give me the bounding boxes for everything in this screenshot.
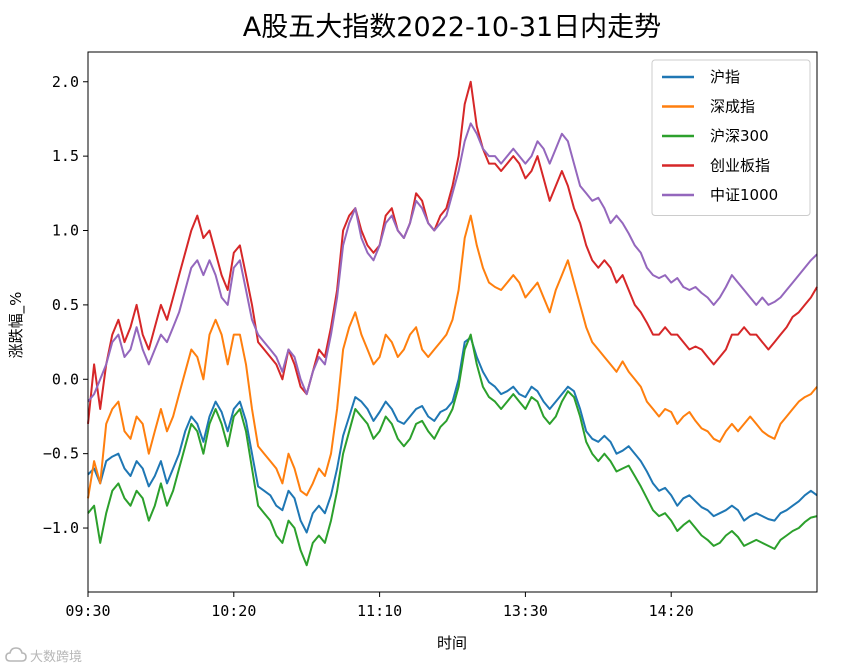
x-axis: 09:30 10:20 11:10 13:30 14:20 <box>65 592 694 620</box>
legend-entry: 创业板指 <box>710 157 770 175</box>
y-tick-label: −0.5 <box>43 445 79 463</box>
x-tick-label: 10:20 <box>211 602 256 620</box>
y-tick-label: 0.0 <box>52 370 79 388</box>
x-tick-label: 13:30 <box>503 602 548 620</box>
legend-entry: 中证1000 <box>710 186 778 204</box>
watermark: 大数跨境 <box>5 647 82 665</box>
y-axis-label: 涨跌幅_% <box>7 292 26 359</box>
series-line-2 <box>87 214 818 499</box>
y-tick-label: 1.5 <box>52 147 79 165</box>
plot-frame <box>87 51 818 593</box>
y-tick-label: −1.0 <box>43 519 79 537</box>
legend-entry: 沪深300 <box>710 127 769 145</box>
x-tick-label: 09:30 <box>65 602 110 620</box>
watermark-text: 大数跨境 <box>30 650 82 665</box>
series-line-3 <box>87 333 818 567</box>
chart-title: A股五大指数2022-10-31日内走势 <box>243 12 661 43</box>
x-tick-label: 11:10 <box>357 602 402 620</box>
y-tick-label: 2.0 <box>52 73 79 91</box>
x-tick-label: 14:20 <box>649 602 694 620</box>
series-line-4 <box>87 80 818 425</box>
cloud-logo-icon <box>5 647 27 662</box>
y-tick-label: 0.5 <box>52 296 79 314</box>
x-axis-label: 时间 <box>437 634 467 652</box>
legend-entry: 深成指 <box>710 98 755 116</box>
y-tick-label: 1.0 <box>52 222 79 240</box>
y-axis: −1.0 −0.5 0.0 0.5 1.0 1.5 2.0 <box>43 73 88 537</box>
legend-entry: 沪指 <box>710 68 740 86</box>
legend-box <box>651 59 811 216</box>
plot-area <box>87 51 818 593</box>
series-line-5 <box>87 122 818 403</box>
series-line-1 <box>87 336 818 534</box>
